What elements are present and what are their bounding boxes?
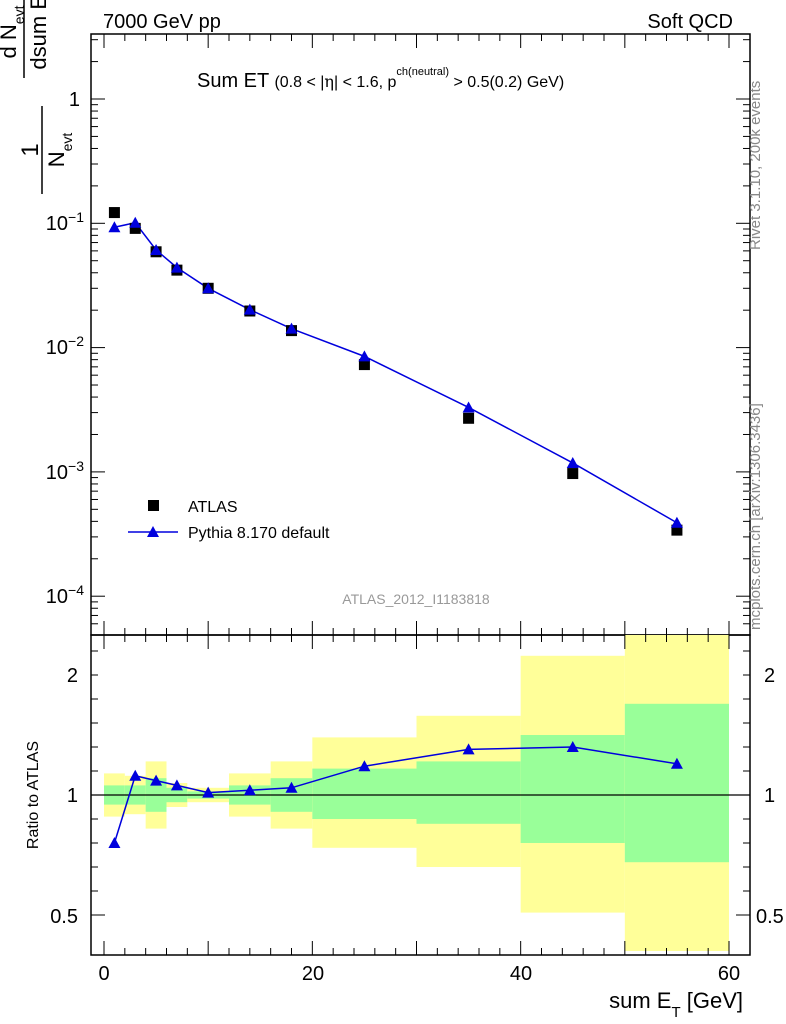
pythia-point [108,221,121,233]
pythia-point [285,322,298,334]
header-right: Soft QCD [647,11,733,33]
band-inner-10 [624,703,729,863]
ratio-point [285,781,298,793]
ratio-point [108,837,121,848]
pythia-point [150,243,163,255]
y-tick-label-1e-1: 10−1 [46,209,84,235]
analysis-id: ATLAS_2012_I1183818 [342,591,490,607]
band-inner-7 [312,768,417,819]
svg-text:d Nevt: d Nevt [0,5,27,58]
pythia-point [358,350,371,362]
pythia-point [170,261,183,273]
atlas-point [358,359,370,371]
ratio-y-axis-label: Ratio to ATLAS [25,741,42,849]
svg-text:dsum ET: dsum ET [26,0,57,70]
ratio-point [358,760,371,772]
pythia-point [129,216,142,228]
ratio-bands [104,635,729,951]
x-tick-0: 0 [98,963,109,985]
main-panel-frame [90,33,751,636]
ratio-y-tick-0-5: 0.5 [50,906,78,928]
ratio-y-tick-1: 1 [67,785,78,807]
plot-title: Sum ET (0.8 < |η| < 1.6, pch(neutral) > … [197,66,564,92]
y-tick-label-1e-2: 10−2 [46,333,84,359]
ratio-pythia-markers [108,741,683,848]
ratio-point [170,779,183,791]
pythia-markers [108,216,683,528]
ratio-point [243,784,256,796]
legend-atlas-label: ATLAS [188,499,238,516]
legend-pythia-label: Pythia 8.170 default [188,525,330,542]
x-tick-60: 60 [718,963,740,985]
legend-atlas-marker [148,500,159,511]
ratio-point [462,743,475,755]
y-tick-label-1: 1 [69,89,80,111]
legend-pythia-marker [147,526,159,537]
ratio-point [566,741,579,752]
ratio-point [202,786,215,798]
x-tick-40: 40 [510,963,532,985]
pythia-point [202,282,215,294]
rivet-label: Rivet 3.1.10, 200k events [747,81,764,250]
main-panel-ticks [91,34,750,635]
x-tick-labels: 0 20 40 60 [98,963,740,985]
atlas-point [463,412,475,424]
pythia-point [243,303,256,315]
y-tick-label-1e-4: 10−4 [46,582,84,608]
ratio-y-tick-0-5-right: 0.5 [756,906,784,928]
pythia-line [114,221,678,524]
atlas-point [567,468,579,480]
pythia-point [670,516,683,528]
atlas-point [129,222,141,234]
ratio-y-tick-labels-left: 2 1 0.5 [50,665,78,928]
ratio-point [670,757,683,769]
atlas-point [108,207,120,219]
main-y-axis-label: 1 Nevt d Nevt dsum ET [GeV-1] [0,0,75,194]
header-left: 7000 GeV pp [103,11,221,33]
ratio-y-tick-2: 2 [67,665,78,687]
ratio-y-tick-2-right: 2 [764,665,775,687]
svg-text:1: 1 [17,143,44,156]
atlas-point [671,524,683,536]
ratio-y-tick-labels-right: 2 1 0.5 [756,665,784,928]
legend: ATLAS Pythia 8.170 default [128,499,330,542]
ratio-y-tick-1-right: 1 [764,785,775,807]
mcplots-label: mcplots.cern.ch [arXiv:1306.3436] [747,403,764,630]
x-axis-label: sum ET [GeV] [609,988,743,1021]
svg-text:Nevt: Nevt [44,133,75,168]
ratio-panel-ticks [91,635,750,955]
ratio-point [129,769,142,781]
y-tick-label-1e-3: 10−3 [46,458,84,484]
pythia-point [462,401,475,413]
x-tick-20: 20 [302,963,324,985]
ratio-point [150,774,163,786]
pythia-point [566,456,579,468]
band-inner-8 [416,761,521,824]
